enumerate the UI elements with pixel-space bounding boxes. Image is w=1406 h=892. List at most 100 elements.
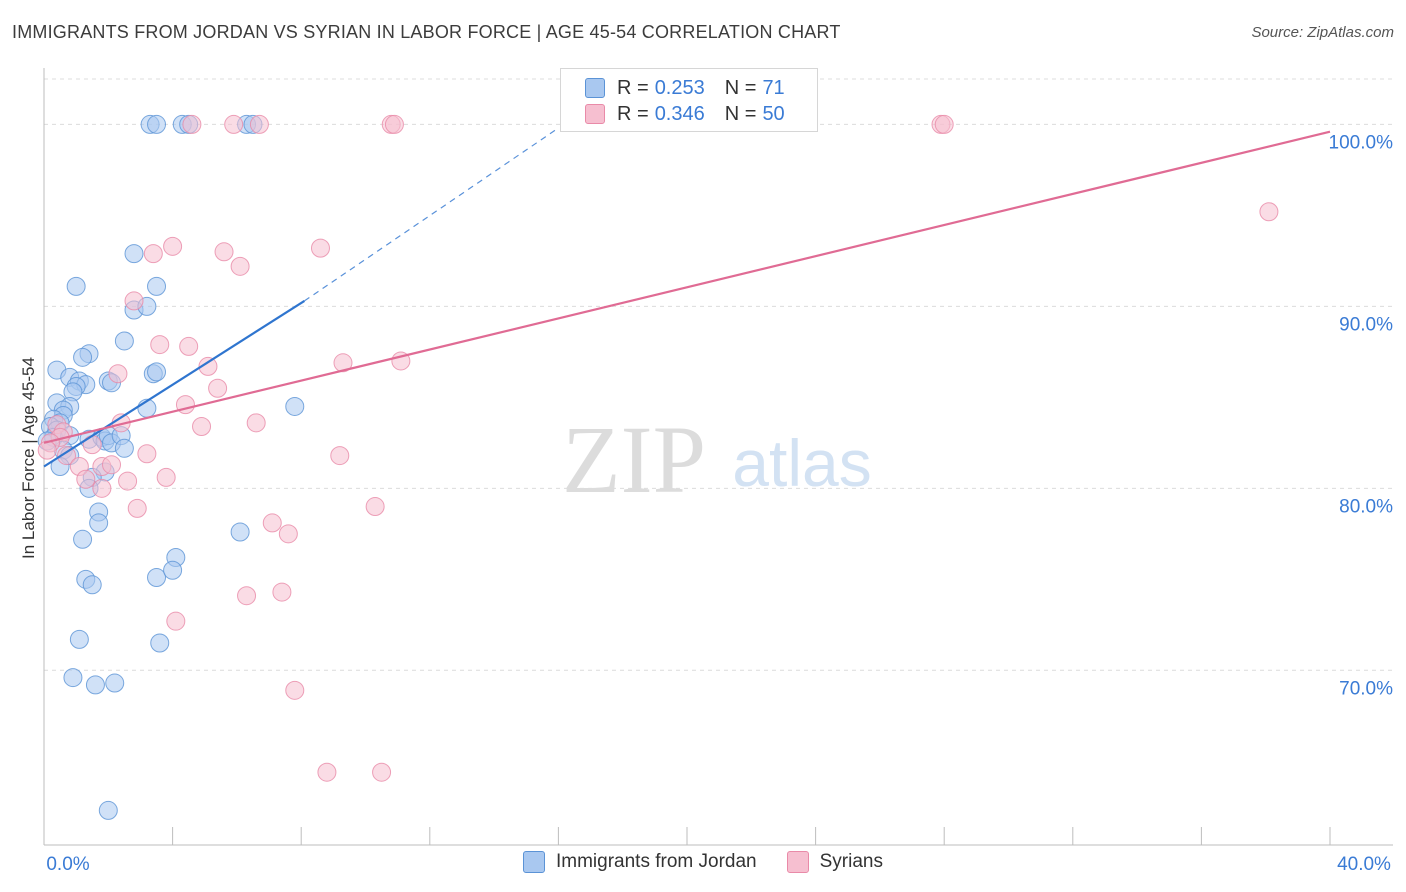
point-syrians: [384, 114, 404, 134]
point-jordan: [147, 362, 167, 382]
point-syrians: [76, 469, 96, 489]
point-jordan: [114, 331, 134, 351]
trend-line-extrapolated-jordan: [304, 127, 559, 302]
legend-r-label: R =: [617, 76, 649, 99]
legend-n-value: 50: [762, 102, 785, 125]
point-syrians: [102, 455, 122, 475]
x-tick-label: 40.0%: [1337, 854, 1391, 875]
series-label-syrians: Syrians: [819, 851, 883, 872]
legend-row-syrians: R = 0.346 N = 50: [585, 101, 785, 127]
point-syrians: [182, 114, 202, 134]
data-points: [37, 114, 1279, 820]
point-syrians: [372, 762, 392, 782]
point-jordan: [163, 560, 183, 580]
point-syrians: [92, 478, 112, 498]
y-tick-label: 100.0%: [1329, 132, 1394, 153]
point-syrians: [143, 244, 163, 264]
y-tick-label: 90.0%: [1339, 314, 1393, 335]
legend-n-value: 71: [762, 76, 785, 99]
point-jordan: [69, 629, 89, 649]
point-syrians: [208, 378, 228, 398]
grid-lines: [44, 78, 1394, 671]
point-syrians: [249, 114, 269, 134]
y-axis-label: In Labor Force | Age 45-54: [19, 357, 38, 559]
point-syrians: [224, 114, 244, 134]
legend-n-label: N =: [724, 76, 757, 99]
point-syrians: [310, 238, 330, 258]
series-legend-jordan[interactable]: Immigrants from Jordan: [523, 851, 757, 873]
point-jordan: [73, 347, 93, 367]
point-jordan: [105, 673, 125, 693]
point-syrians: [163, 236, 183, 256]
point-jordan: [85, 675, 105, 695]
point-jordan: [150, 633, 170, 653]
point-jordan: [66, 276, 86, 296]
point-syrians: [166, 611, 186, 631]
point-syrians: [108, 364, 128, 384]
point-syrians: [137, 444, 157, 464]
point-jordan: [147, 568, 167, 588]
point-syrians: [330, 446, 350, 466]
point-jordan: [114, 438, 134, 458]
point-jordan: [230, 522, 250, 542]
point-syrians: [262, 513, 282, 533]
watermark-atlas: atlas: [732, 426, 871, 500]
point-syrians: [37, 440, 57, 460]
series-swatch-syrians: [786, 851, 809, 873]
point-syrians: [124, 291, 144, 311]
point-syrians: [365, 497, 385, 517]
point-jordan: [63, 668, 83, 688]
point-jordan: [73, 529, 93, 549]
legend-r-value: 0.346: [654, 102, 705, 125]
watermark: ZIP atlas: [562, 406, 872, 513]
x-tick-label: 0.0%: [46, 854, 89, 875]
point-syrians: [192, 416, 212, 436]
point-syrians: [118, 471, 138, 491]
legend-swatch-jordan: [585, 78, 605, 98]
axes: [43, 68, 1393, 846]
trend-lines: [43, 127, 1331, 468]
point-syrians: [179, 336, 199, 356]
point-syrians: [272, 582, 292, 602]
tick-labels: 70.0% 80.0% 90.0% 100.0% 0.0% 40.0%: [46, 132, 1393, 875]
point-syrians: [285, 680, 305, 700]
point-syrians: [214, 242, 234, 262]
legend-swatch-syrians: [585, 104, 605, 124]
trend-line-jordan: [43, 299, 306, 468]
series-label-jordan: Immigrants from Jordan: [556, 851, 757, 872]
series-swatch-jordan: [523, 851, 545, 873]
series-legend-syrians[interactable]: Syrians: [786, 851, 883, 873]
point-jordan: [147, 276, 167, 296]
point-syrians: [57, 446, 77, 466]
watermark-zip: ZIP: [562, 406, 706, 513]
trend-line-syrians: [43, 130, 1331, 444]
point-syrians: [230, 256, 250, 276]
point-syrians: [150, 335, 170, 355]
point-syrians: [333, 353, 353, 373]
legend-r-value: 0.253: [654, 76, 705, 99]
point-syrians: [246, 413, 266, 433]
legend-n-label: N =: [724, 102, 757, 125]
chart-title: IMMIGRANTS FROM JORDAN VS SYRIAN IN LABO…: [12, 22, 841, 42]
point-jordan: [98, 800, 118, 820]
point-syrians: [127, 498, 147, 518]
point-jordan: [285, 396, 305, 416]
y-tick-label: 70.0%: [1339, 678, 1393, 699]
point-syrians: [317, 762, 337, 782]
point-syrians: [934, 114, 954, 134]
point-syrians: [82, 435, 102, 455]
point-jordan: [147, 114, 167, 134]
point-syrians: [237, 586, 257, 606]
y-tick-label: 80.0%: [1339, 496, 1393, 517]
series-legend: Immigrants from Jordan Syrians: [0, 851, 1406, 873]
point-jordan: [82, 575, 102, 595]
legend-r-label: R =: [617, 102, 649, 125]
legend-row-jordan: R = 0.253 N = 71: [585, 75, 785, 101]
point-syrians: [278, 524, 298, 544]
point-syrians: [198, 356, 218, 376]
point-syrians: [156, 467, 176, 487]
point-jordan: [89, 513, 109, 533]
point-syrians: [1259, 202, 1279, 222]
source-credit: Source: ZipAtlas.com: [1251, 24, 1394, 41]
correlation-legend: R = 0.253 N = 71 R = 0.346 N = 50: [560, 68, 818, 132]
